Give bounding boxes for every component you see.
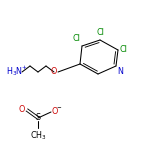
Text: N: N	[117, 67, 123, 76]
Text: Cl: Cl	[120, 45, 128, 55]
Text: Cl: Cl	[72, 34, 80, 43]
Text: +: +	[21, 65, 26, 70]
Text: S: S	[35, 114, 41, 123]
Text: CH$_3$: CH$_3$	[30, 130, 46, 143]
Text: Cl: Cl	[96, 28, 104, 37]
Text: −: −	[57, 105, 61, 109]
Text: O: O	[51, 67, 57, 76]
Text: H$_3$N: H$_3$N	[6, 66, 23, 78]
Text: O: O	[52, 107, 58, 116]
Text: O: O	[19, 105, 25, 114]
